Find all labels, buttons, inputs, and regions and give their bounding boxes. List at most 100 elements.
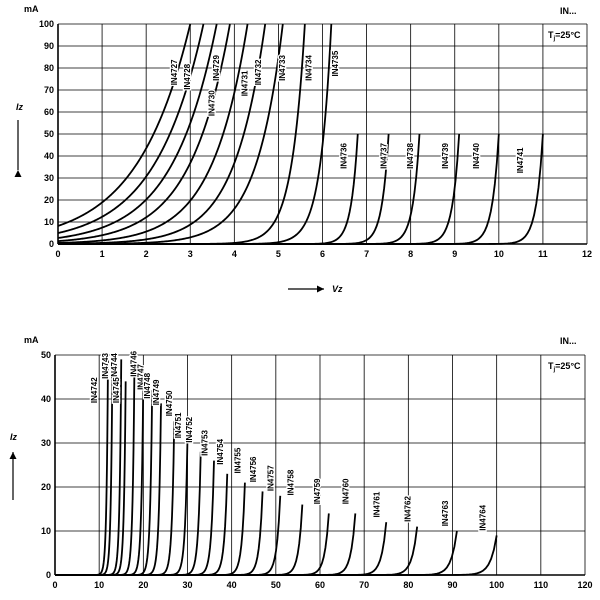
label-in4737: IN4737 (379, 143, 388, 169)
x-tick-label: 5 (276, 249, 281, 259)
label-in4741: IN4741 (516, 147, 525, 173)
label-in4753: IN4753 (200, 430, 209, 456)
chart-low-voltage: 0 1 2 3 4 5 6 7 8 9 10 11 120102030405060708090100mA… (14, 4, 592, 294)
y-tick-label: 50 (44, 129, 54, 139)
curve-in4727 (57, 23, 192, 227)
y-tick-label: 90 (44, 41, 54, 51)
x-tick-label: 0 (52, 580, 57, 590)
y-tick-label: 60 (44, 107, 54, 117)
x-tick-label: 60 (315, 580, 325, 590)
label-in4727: IN4727 (170, 59, 179, 85)
x-axis-label: Vz (332, 284, 343, 294)
y-unit-label: mA (24, 4, 39, 14)
series-labels: IN4727 IN4728 IN4729 IN4730 IN4731 IN4732 IN47… (169, 49, 527, 175)
label-in4748: IN4748 (143, 372, 152, 398)
label-in4740: IN4740 (472, 143, 481, 169)
label-in4743: IN4743 (101, 353, 110, 379)
x-tick-label: 10 (494, 249, 504, 259)
label-in4759: IN4759 (313, 478, 322, 504)
label-in4729: IN4729 (212, 55, 221, 81)
x-tick-label: 9 (452, 249, 457, 259)
label-in4731: IN4731 (241, 70, 250, 96)
x-tick-label: 110 (534, 580, 549, 590)
y-tick-label: 100 (39, 19, 54, 29)
label-in4749: IN4749 (152, 379, 161, 405)
condition-label: Tj=25°C (548, 30, 581, 42)
label-in4730: IN4730 (207, 90, 216, 116)
condition-label: Tj=25°C (548, 361, 581, 373)
label-in4755: IN4755 (234, 447, 243, 473)
x-tick-label: 3 (188, 249, 193, 259)
curve-in4742 (55, 359, 109, 576)
curve-in4764 (55, 535, 498, 576)
label-in4735: IN4735 (331, 50, 340, 76)
x-tick-label: 20 (138, 580, 148, 590)
x-axis-arrow-head (317, 285, 324, 293)
curve-in4743 (55, 359, 114, 576)
curve-in4748 (55, 390, 154, 576)
curve-in4753 (55, 460, 215, 576)
x-tick-label: 2 (144, 249, 149, 259)
x-tick-label: 10 (94, 580, 104, 590)
curve-in4739 (58, 133, 461, 245)
label-in4733: IN4733 (278, 55, 287, 81)
y-tick-label: 20 (41, 482, 51, 492)
y-tick-label: 0 (46, 570, 51, 580)
x-tick-label: 120 (577, 580, 592, 590)
curve-in4731 (57, 23, 249, 244)
label-in4752: IN4752 (185, 416, 194, 442)
y-tick-label: 30 (44, 173, 54, 183)
curve-in4758 (55, 504, 304, 576)
curve-in4759 (55, 513, 330, 576)
x-tick-label: 12 (582, 249, 592, 259)
label-in4754: IN4754 (216, 438, 225, 464)
y-axis-arrow-head (14, 170, 22, 177)
y-tick-label: 40 (41, 394, 51, 404)
label-in4757: IN4757 (267, 465, 276, 491)
y-axis-label: Iz (10, 432, 18, 442)
label-in4732: IN4732 (254, 59, 263, 85)
x-tick-label: 50 (271, 580, 281, 590)
y-tick-label: 0 (49, 239, 54, 249)
x-tick-label: 30 (182, 580, 192, 590)
label-in4746: IN4746 (130, 350, 139, 376)
grid (57, 23, 588, 245)
label-in4763: IN4763 (441, 500, 450, 526)
curve-in4745 (55, 381, 127, 576)
corner-label: IN... (560, 6, 577, 16)
curve-in4760 (55, 513, 357, 576)
label-in4747: IN4747 (136, 364, 145, 390)
curve-in4729 (57, 23, 218, 239)
label-in4742: IN4742 (90, 377, 99, 403)
label-in4762: IN4762 (404, 496, 413, 522)
x-tick-label: 40 (227, 580, 237, 590)
y-tick-label: 10 (44, 217, 54, 227)
x-tick-label: 80 (403, 580, 413, 590)
label-in4745: IN4745 (112, 377, 121, 403)
y-tick-label: 50 (41, 350, 51, 360)
label-in4738: IN4738 (406, 143, 415, 169)
label-in4739: IN4739 (441, 143, 450, 169)
series-curves (57, 23, 544, 245)
label-in4756: IN4756 (249, 456, 258, 482)
x-tick-label: 7 (364, 249, 369, 259)
y-tick-label: 30 (41, 438, 51, 448)
x-tick-label: 70 (359, 580, 369, 590)
y-tick-label: 10 (41, 526, 51, 536)
y-tick-label: 80 (44, 63, 54, 73)
y-axis-label: Iz (16, 102, 24, 112)
label-in4750: IN4750 (165, 390, 174, 416)
corner-label: IN... (560, 336, 577, 346)
x-tick-label: 11 (538, 249, 548, 259)
x-tick-label: 0 (55, 249, 60, 259)
y-unit-label: mA (24, 335, 39, 345)
curve-in4752 (55, 451, 202, 576)
y-tick-label: 70 (44, 85, 54, 95)
curve-in4741 (58, 133, 544, 245)
y-axis-arrow-head (9, 452, 17, 459)
curve-in4728 (57, 23, 205, 234)
curve-in4730 (57, 23, 231, 243)
label-in4744: IN4744 (110, 353, 119, 379)
